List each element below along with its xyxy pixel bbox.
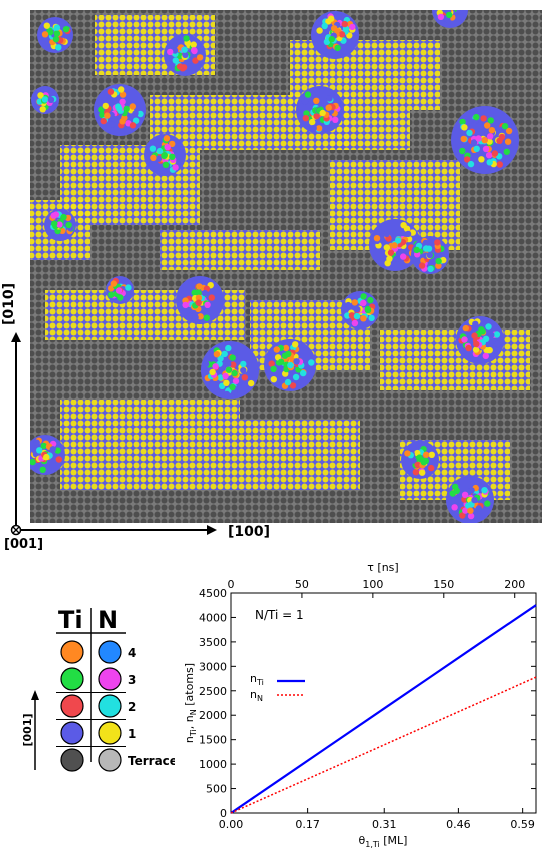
n-swatch bbox=[98, 640, 122, 664]
legend-row-label: 1 bbox=[128, 727, 136, 741]
legend-ti-label: nTi bbox=[250, 672, 264, 687]
series-nTi bbox=[230, 604, 537, 814]
ti-swatch bbox=[60, 721, 84, 745]
n-swatch bbox=[98, 721, 122, 745]
x-tick-label: 0.46 bbox=[446, 818, 471, 831]
plot-frame bbox=[230, 592, 537, 814]
layer1-region bbox=[60, 400, 240, 490]
legend-row-label: 4 bbox=[128, 646, 136, 660]
island bbox=[369, 219, 421, 271]
legend-header-n: N bbox=[98, 606, 118, 634]
island bbox=[264, 339, 316, 391]
x2-tick-label: 150 bbox=[433, 578, 454, 591]
layer1-region bbox=[330, 110, 410, 150]
x-axis-title: θ1,Ti [ML] bbox=[359, 834, 408, 849]
ti-swatch bbox=[60, 694, 84, 718]
x2-tick-label: 100 bbox=[362, 578, 383, 591]
island bbox=[31, 86, 59, 114]
island bbox=[176, 276, 224, 324]
x2-tick-label: 200 bbox=[504, 578, 525, 591]
island bbox=[106, 276, 134, 304]
island bbox=[30, 435, 65, 475]
x2-axis-title: τ [ns] bbox=[367, 561, 398, 574]
x2-tick-label: 0 bbox=[228, 578, 235, 591]
chart-legend: nTi nN bbox=[250, 672, 305, 703]
island bbox=[341, 291, 379, 329]
x-tick-label: 0.59 bbox=[510, 818, 535, 831]
y-tick-label: 3000 bbox=[199, 660, 227, 673]
island bbox=[144, 134, 186, 176]
island bbox=[411, 236, 449, 274]
island bbox=[446, 476, 494, 523]
island bbox=[37, 17, 73, 53]
y-tick-label: 500 bbox=[206, 783, 227, 796]
legend-row-label: Terrace bbox=[128, 754, 175, 768]
layer1-region bbox=[240, 420, 360, 490]
island bbox=[311, 11, 359, 59]
n-swatch bbox=[98, 694, 122, 718]
island bbox=[401, 441, 439, 479]
layer-legend: Ti N 4 3 2 1 Terrace [001] bbox=[21, 606, 175, 772]
y-tick-label: 1500 bbox=[199, 734, 227, 747]
x2-tick-label: 50 bbox=[295, 578, 309, 591]
y-tick-label: 3500 bbox=[199, 636, 227, 649]
x-tick-label: 0.31 bbox=[372, 818, 397, 831]
series-lines bbox=[230, 604, 537, 814]
x-axis-label: [100] bbox=[228, 524, 270, 540]
x2-axis-ticks: 0 50 100 150 200 bbox=[228, 578, 525, 598]
islands bbox=[30, 10, 519, 523]
island bbox=[164, 34, 206, 76]
legend-n-label: nN bbox=[250, 688, 263, 703]
origin-label: [001] bbox=[4, 537, 43, 552]
legend-axis-label: [001] bbox=[21, 713, 34, 746]
y-tick-label: 0 bbox=[220, 807, 227, 820]
legend-header-ti: Ti bbox=[58, 606, 83, 634]
y-tick-label: 2500 bbox=[199, 685, 227, 698]
surface-snapshot: [100] [001] [010] bbox=[1, 10, 542, 552]
n-swatch bbox=[98, 748, 122, 772]
island bbox=[456, 316, 504, 364]
ti-swatch bbox=[60, 667, 84, 691]
island bbox=[432, 10, 468, 28]
layer1-region bbox=[380, 330, 530, 390]
legend-row-label: 3 bbox=[128, 673, 136, 687]
y-axis-arrowhead bbox=[11, 332, 21, 342]
n-swatch bbox=[98, 667, 122, 691]
island bbox=[201, 341, 259, 399]
x-tick-label: 0.17 bbox=[295, 818, 320, 831]
legend-row-label: 2 bbox=[128, 700, 136, 714]
y-axis-ticks: 0 500 1000 1500 2000 2500 3000 3500 4000 4500 bbox=[199, 587, 536, 820]
y-axis-label: [010] bbox=[1, 283, 17, 325]
legend-row: 1 bbox=[60, 721, 136, 745]
y-tick-label: 2000 bbox=[199, 709, 227, 722]
island bbox=[451, 106, 519, 174]
legend-row: 4 bbox=[60, 640, 136, 664]
island bbox=[94, 84, 146, 136]
legend-row: 3 bbox=[60, 667, 136, 691]
y-tick-label: 1000 bbox=[199, 758, 227, 771]
layer1-region bbox=[160, 230, 320, 270]
x-tick-label: 0.00 bbox=[219, 818, 244, 831]
island bbox=[296, 86, 344, 134]
legend-row: 2 bbox=[60, 694, 136, 718]
surface-map bbox=[30, 10, 542, 523]
legend-row: Terrace bbox=[60, 748, 175, 772]
ti-swatch bbox=[60, 748, 84, 772]
chart-annotation: N/Ti = 1 bbox=[255, 608, 304, 622]
island bbox=[44, 209, 76, 241]
y-axis-title: nTi, nN [atoms] bbox=[183, 663, 198, 743]
series-nN bbox=[230, 676, 537, 814]
y-tick-label: 4000 bbox=[199, 611, 227, 624]
y-tick-label: 4500 bbox=[199, 587, 227, 600]
x-axis-arrowhead bbox=[207, 525, 217, 535]
ti-swatch bbox=[60, 640, 84, 664]
x-axis-ticks: 0.00 0.17 0.31 0.46 0.59 bbox=[219, 808, 535, 831]
